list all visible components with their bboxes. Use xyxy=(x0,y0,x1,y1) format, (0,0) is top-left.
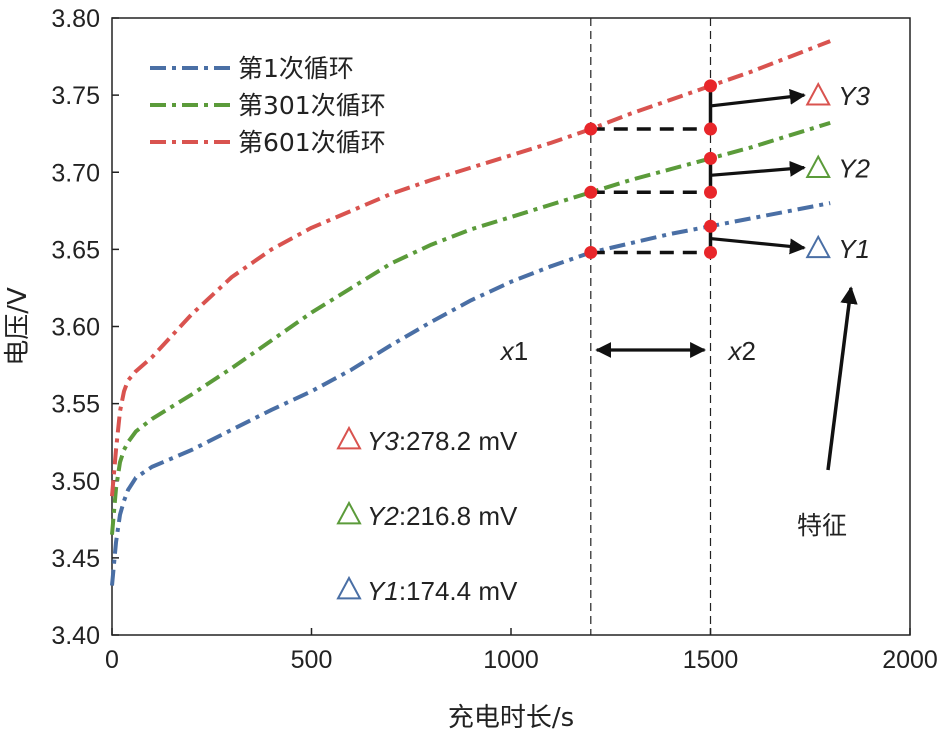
series-line-3 xyxy=(110,39,831,497)
feature-indicator-arrow xyxy=(826,286,858,471)
y-tick-label: 3.50 xyxy=(51,468,100,496)
x1-label: x1 xyxy=(499,336,528,366)
marker-point xyxy=(584,185,598,199)
summary-text-Y3: Y3:278.2 mV xyxy=(367,426,518,456)
x-axis-label: 充电时长/s xyxy=(448,703,574,733)
y-tick-label: 3.75 xyxy=(51,82,100,110)
marker-point xyxy=(584,245,598,259)
feature-caption: 特征 xyxy=(797,511,847,540)
legend-label-1: 第1次循环 xyxy=(238,54,354,83)
legend-label-2: 第301次循环 xyxy=(238,91,386,120)
y-tick-label: 3.45 xyxy=(51,545,100,573)
x-tick-label: 1000 xyxy=(483,646,539,674)
x-tick-label: 500 xyxy=(291,646,333,674)
summary-triangle-Y2 xyxy=(336,500,362,525)
feature-label-Y2: Y2 xyxy=(838,154,870,184)
feature-triangle-Y1 xyxy=(805,234,831,259)
marker-point xyxy=(704,151,717,165)
y-tick-label: 3.80 xyxy=(51,5,100,33)
x-tick-label: 0 xyxy=(105,646,119,674)
feature-triangle-Y3 xyxy=(805,82,831,106)
marker-point xyxy=(584,122,598,136)
legend-label-3: 第601次循环 xyxy=(238,128,386,157)
marker-point xyxy=(704,185,717,199)
y-axis-label: 电压/V xyxy=(3,287,33,366)
feature-label-Y1: Y1 xyxy=(838,234,870,264)
feature-arrow-Y3 xyxy=(710,88,806,108)
series-line-1 xyxy=(110,201,831,586)
feature-arrow-Y1 xyxy=(710,236,806,255)
summary-triangle-Y1 xyxy=(336,575,362,600)
marker-point xyxy=(704,219,717,233)
y-tick-label: 3.60 xyxy=(51,314,100,342)
series-line-2 xyxy=(110,120,831,535)
y-tick-label: 3.65 xyxy=(51,236,100,264)
y-tick-label: 3.40 xyxy=(51,622,100,650)
plot-area-border xyxy=(111,17,911,636)
summary-triangle-Y3 xyxy=(336,425,362,450)
feature-triangle-Y2 xyxy=(805,154,831,178)
x2-label: x2 xyxy=(727,336,756,366)
y-tick-label: 3.70 xyxy=(51,159,100,187)
summary-text-Y1: Y1:174.4 mV xyxy=(367,576,518,606)
marker-point xyxy=(704,79,717,93)
feature-arrow-Y2 xyxy=(710,160,806,177)
feature-label-Y3: Y3 xyxy=(838,81,870,111)
marker-point xyxy=(704,245,717,259)
x-tick-label: 1500 xyxy=(683,646,739,674)
x-tick-label: 2000 xyxy=(882,646,938,674)
summary-text-Y2: Y2:216.8 mV xyxy=(367,501,518,531)
y-tick-label: 3.55 xyxy=(51,391,100,419)
marker-point xyxy=(704,122,717,136)
